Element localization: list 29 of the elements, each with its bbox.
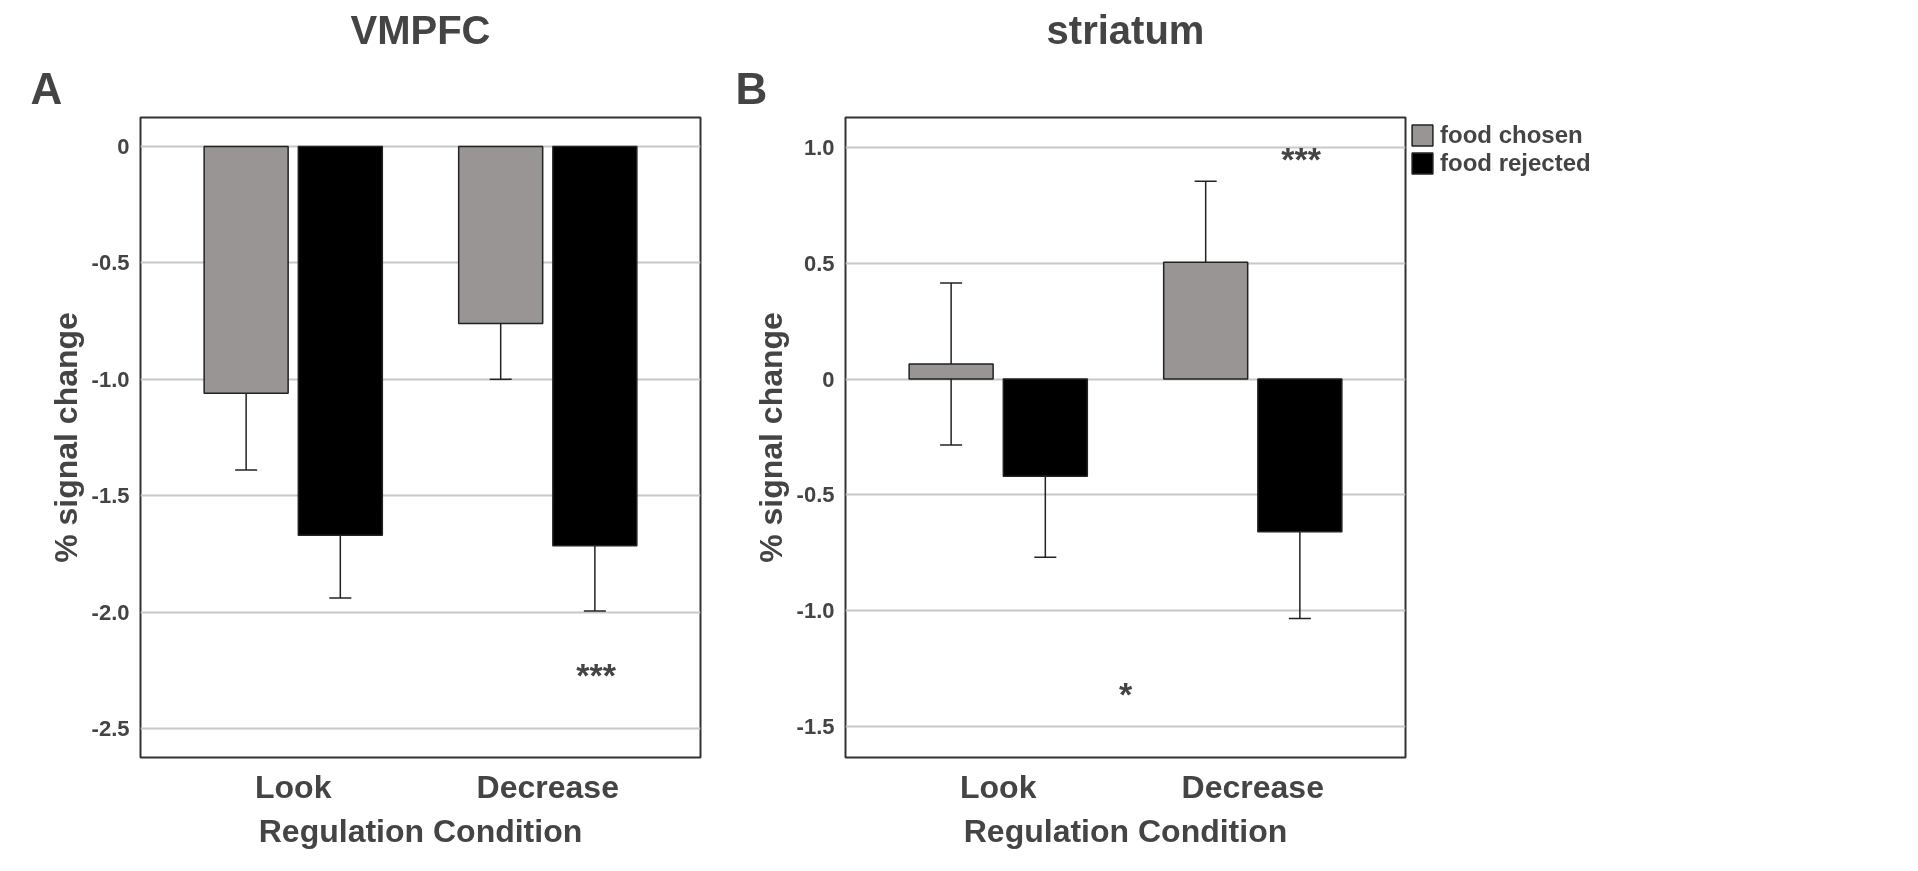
y-tick-label: -1.0 xyxy=(91,366,130,392)
y-tick-label: -1.5 xyxy=(91,483,130,509)
x-tick-label: Look xyxy=(255,768,332,805)
y-axis-title: % signal change xyxy=(47,312,84,563)
legend-label: food chosen xyxy=(1440,121,1583,149)
annotation: *** xyxy=(1281,140,1322,179)
annotation: * xyxy=(1118,674,1133,713)
y-tick-label: 0 xyxy=(117,134,130,160)
text: B xyxy=(735,63,768,113)
y-tick-label: 0 xyxy=(822,366,835,392)
x-axis-title: Regulation Condition xyxy=(258,812,583,849)
chart-title: striatum xyxy=(1046,7,1205,52)
y-tick-label: 0.5 xyxy=(803,250,835,276)
y-tick-label: -0.5 xyxy=(91,250,130,276)
y-tick-label: -2.5 xyxy=(91,715,130,741)
x-tick-label: Decrease xyxy=(1181,768,1324,805)
text: A xyxy=(30,63,63,113)
y-axis-title: % signal change xyxy=(752,312,789,563)
y-tick-label: -2.0 xyxy=(91,599,130,625)
chart-title: VMPFC xyxy=(350,7,491,52)
annotation: *** xyxy=(576,655,617,694)
x-axis-title: Regulation Condition xyxy=(963,812,1288,849)
legend-label: food rejected xyxy=(1440,149,1591,177)
x-tick-label: Decrease xyxy=(476,768,619,805)
y-tick-label: -1.0 xyxy=(796,598,835,624)
y-tick-label: -0.5 xyxy=(796,482,835,508)
y-tick-label: -1.5 xyxy=(796,713,835,739)
x-tick-label: Look xyxy=(960,768,1037,805)
y-tick-label: 1.0 xyxy=(803,135,835,161)
